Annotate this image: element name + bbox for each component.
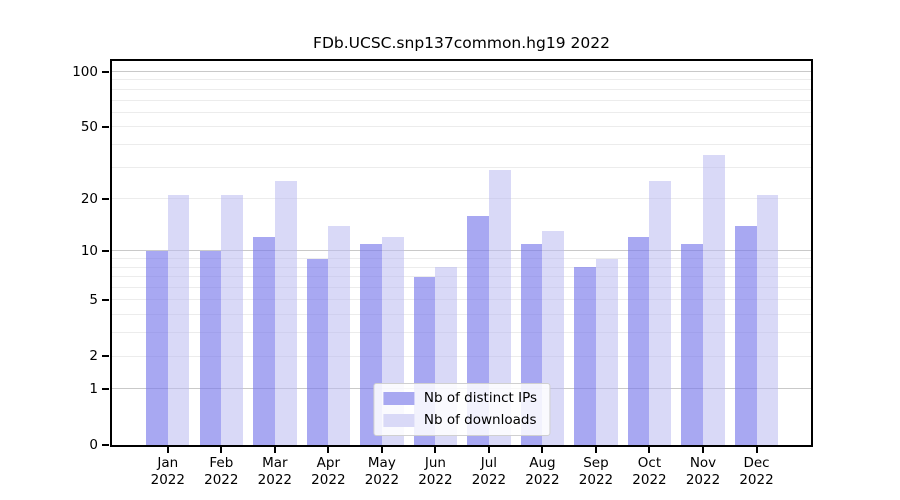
x-tick-sep	[594, 447, 597, 453]
x-tick-label-jul: Jul 2022	[471, 455, 507, 488]
x-tick-label-apr: Apr 2022	[311, 455, 346, 488]
gridline-80	[112, 88, 811, 90]
x-tick-jan	[166, 447, 169, 453]
y-tick-label-5: 5	[89, 291, 98, 308]
bar-mar-distinct-ips	[253, 237, 275, 445]
bar-dec-downloads	[756, 194, 779, 445]
gridline-60	[112, 111, 811, 113]
x-tick-may	[380, 447, 383, 453]
gridline-50	[112, 126, 811, 128]
legend-item-distinct-ips: Nb of distinct IPs	[382, 390, 538, 406]
x-tick-feb	[220, 447, 223, 453]
legend-label-downloads: Nb of downloads	[423, 412, 537, 428]
legend-label-distinct-ips: Nb of distinct IPs	[423, 390, 538, 406]
x-tick-mar	[273, 447, 276, 453]
gridline-30	[112, 166, 811, 168]
legend-swatch-downloads	[382, 414, 414, 427]
y-tick-label-100: 100	[72, 63, 98, 80]
x-tick-dec	[755, 447, 758, 453]
y-tick-label-1: 1	[89, 380, 98, 397]
legend: Nb of distinct IPs Nb of downloads	[372, 383, 551, 436]
y-tick-50	[102, 125, 109, 128]
gridline-5	[112, 299, 811, 301]
bar-sep-downloads	[595, 258, 618, 445]
y-tick-0	[102, 444, 109, 446]
bar-sep-distinct-ips	[574, 267, 596, 445]
x-tick-label-aug: Aug 2022	[525, 455, 560, 488]
gridline-9	[112, 258, 811, 260]
x-tick-label-nov: Nov 2022	[685, 455, 721, 488]
x-tick-label-oct: Oct 2022	[632, 455, 667, 488]
y-tick-5	[102, 298, 109, 301]
plot-area: Nb of distinct IPs Nb of downloads	[110, 59, 813, 447]
y-tick-label-20: 20	[80, 190, 98, 207]
bar-feb-distinct-ips	[199, 250, 222, 445]
gridline-4	[112, 314, 811, 316]
y-tick-10	[102, 249, 109, 252]
gridline-7	[112, 276, 811, 278]
x-axis: Jan 2022 Feb 2022 Mar 2022 Apr 2022 May 2022…	[112, 447, 811, 497]
bar-oct-distinct-ips	[627, 237, 650, 445]
x-tick-label-feb: Feb 2022	[204, 455, 239, 488]
gridline-10	[112, 250, 811, 252]
legend-swatch-distinct-ips	[382, 392, 414, 405]
bar-jan-distinct-ips	[146, 250, 168, 445]
y-tick-1	[102, 387, 109, 390]
gridline-6	[112, 287, 811, 289]
bar-nov-distinct-ips	[681, 243, 703, 445]
bar-jan-downloads	[167, 194, 190, 445]
gridline-3	[112, 332, 811, 334]
y-tick-label-0: 0	[89, 437, 98, 453]
legend-item-downloads: Nb of downloads	[382, 412, 537, 428]
y-axis: 0 1 2 5 10 20 50 100	[0, 61, 110, 453]
bar-apr-downloads	[328, 225, 351, 445]
x-tick-label-jan: Jan 2022	[150, 455, 185, 488]
x-tick-apr	[327, 447, 330, 453]
x-tick-label-jun: Jun 2022	[418, 455, 453, 488]
x-tick-label-sep: Sep 2022	[578, 455, 614, 488]
gridline-20	[112, 198, 811, 200]
x-tick-jul	[487, 447, 490, 453]
gridline-70	[112, 99, 811, 101]
bar-jul-downloads	[488, 169, 511, 445]
x-tick-label-may: May 2022	[364, 455, 400, 488]
y-tick-label-10: 10	[80, 242, 98, 259]
bar-dec-distinct-ips	[734, 225, 757, 445]
gridline-100	[112, 71, 811, 72]
bar-mar-downloads	[274, 181, 297, 445]
y-tick-2	[102, 355, 109, 358]
bar-nov-downloads	[703, 155, 725, 445]
y-tick-label-50: 50	[80, 118, 98, 135]
gridline-2	[112, 355, 811, 357]
gridline-40	[112, 143, 811, 145]
gridline-90	[112, 79, 811, 81]
y-tick-label-2: 2	[89, 348, 98, 365]
bar-feb-downloads	[221, 194, 243, 445]
x-tick-aug	[541, 447, 544, 453]
y-tick-100	[102, 70, 109, 73]
x-tick-jun	[434, 447, 437, 453]
gridline-8	[112, 266, 811, 268]
x-tick-label-mar: Mar 2022	[257, 455, 292, 488]
bar-oct-downloads	[649, 181, 672, 445]
x-tick-oct	[648, 447, 651, 453]
bar-apr-distinct-ips	[306, 258, 329, 445]
x-tick-label-dec: Dec 2022	[739, 455, 774, 488]
y-tick-20	[102, 197, 109, 200]
x-tick-nov	[702, 447, 704, 453]
chart-title: FDb.UCSC.snp137common.hg19 2022	[313, 34, 610, 52]
